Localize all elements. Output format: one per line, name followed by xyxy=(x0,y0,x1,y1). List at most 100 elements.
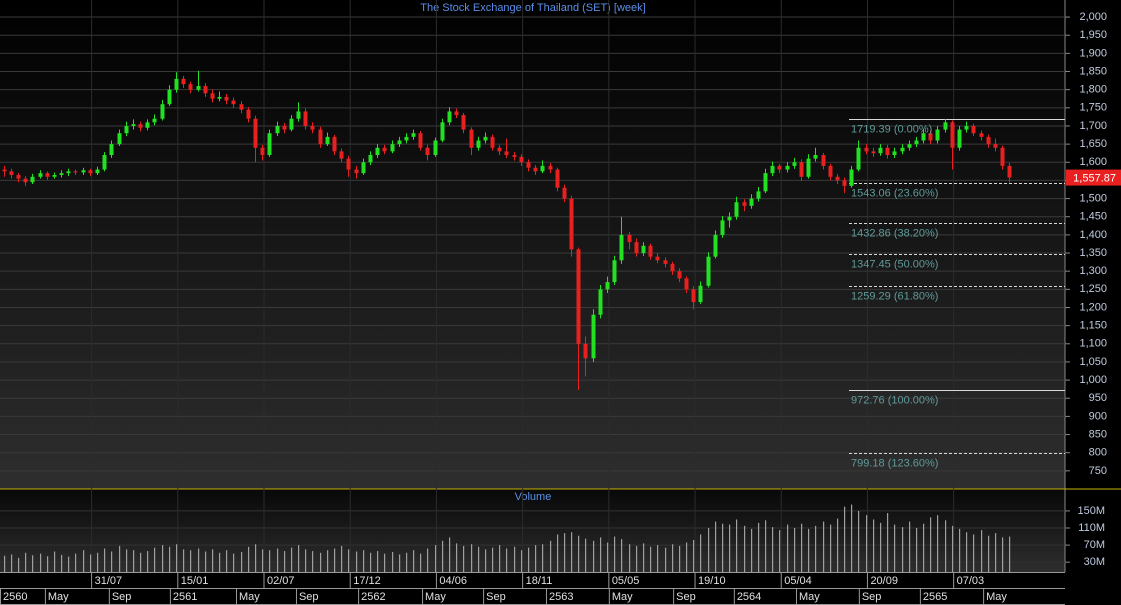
candle-body xyxy=(928,133,933,141)
volume-bar xyxy=(456,543,458,572)
candle-body xyxy=(397,140,402,145)
volume-bar xyxy=(765,520,767,572)
x-tick-label: 2565 xyxy=(923,591,947,603)
volume-bar xyxy=(392,551,394,572)
volume-bar xyxy=(111,551,113,572)
candle-body xyxy=(828,165,833,177)
y-tick-label: 750 xyxy=(1089,465,1107,477)
volume-bar xyxy=(499,545,501,572)
volume-bar xyxy=(126,549,128,572)
volume-bar xyxy=(435,545,437,572)
last-price-box xyxy=(1066,169,1121,186)
volume-bar xyxy=(32,555,34,572)
candle-body xyxy=(569,198,574,250)
volume-bar xyxy=(535,545,537,572)
volume-bar xyxy=(571,532,573,572)
volume-bar xyxy=(557,534,559,572)
candle-body xyxy=(950,122,955,148)
candle-body xyxy=(526,162,531,168)
volume-bar xyxy=(248,546,250,572)
candle-body xyxy=(160,104,165,119)
x-tick-label: 05/05 xyxy=(612,575,640,587)
candle-body xyxy=(555,169,560,188)
volume-bar xyxy=(930,517,932,572)
candle-body xyxy=(483,136,488,141)
candle-body xyxy=(770,165,775,174)
candle-body xyxy=(785,165,790,170)
candle-body xyxy=(871,151,876,154)
x-tick-label: Sep xyxy=(862,591,882,603)
y-tick-label: 1,050 xyxy=(1079,356,1107,368)
candle-body xyxy=(619,234,624,261)
volume-bar xyxy=(492,547,494,572)
candle-body xyxy=(504,151,509,156)
x-tick-label: 2564 xyxy=(737,591,761,603)
candle-body xyxy=(231,100,236,105)
candle-body xyxy=(864,147,869,152)
chart-title: The Stock Exchange of Thailand (SET) [we… xyxy=(420,2,645,14)
candle-body xyxy=(835,176,840,181)
volume-bar xyxy=(995,533,997,572)
x-tick-label: 2560 xyxy=(3,591,27,603)
x-tick-label: 31/07 xyxy=(95,575,123,587)
y-tick-label: 1,100 xyxy=(1079,338,1107,350)
candle-body xyxy=(361,162,366,174)
x-tick-label: May xyxy=(48,591,69,603)
candle-body xyxy=(935,129,940,141)
x-tick-label: Sep xyxy=(486,591,506,603)
y-tick-label: 900 xyxy=(1089,410,1107,422)
candle-body xyxy=(23,178,28,183)
fibonacci-label: 1719.39 (0.00%) xyxy=(851,123,932,135)
volume-bar xyxy=(25,552,27,572)
volume-bar xyxy=(801,523,803,572)
candle-body xyxy=(856,147,861,170)
volume-bar xyxy=(959,528,961,572)
volume-bar xyxy=(665,547,667,572)
volume-tick-label: 110M xyxy=(1078,522,1105,534)
candle-body xyxy=(167,89,172,105)
volume-bar xyxy=(119,545,121,572)
volume-bar xyxy=(97,552,99,572)
x-tick-label: 20/09 xyxy=(870,575,898,587)
volume-bar xyxy=(607,542,609,572)
candle-body xyxy=(540,165,545,172)
candle-body xyxy=(742,202,747,206)
candle-body xyxy=(404,136,409,141)
volume-bar xyxy=(744,525,746,572)
volume-bar xyxy=(18,557,20,572)
volume-bar xyxy=(937,515,939,572)
x-tick-label: Sep xyxy=(676,591,696,603)
volume-bar xyxy=(772,527,774,572)
volume-bar xyxy=(205,551,207,572)
candle-body xyxy=(447,111,452,123)
candle-body xyxy=(806,158,811,177)
y-tick-label: 1,500 xyxy=(1079,192,1107,204)
volume-bar xyxy=(758,522,760,572)
volume-bar xyxy=(564,533,566,572)
candle-body xyxy=(210,93,215,99)
volume-bar xyxy=(722,523,724,572)
candle-body xyxy=(986,136,991,145)
candle-body xyxy=(677,271,682,279)
volume-bar xyxy=(952,525,954,572)
volume-bar xyxy=(4,555,6,572)
candle-body xyxy=(346,158,351,170)
volume-bar xyxy=(40,553,42,572)
candle-body xyxy=(957,129,962,148)
candle-body xyxy=(885,147,890,156)
candle-body xyxy=(332,136,337,152)
price-panel xyxy=(0,0,1065,489)
candle-body xyxy=(282,125,287,130)
candle-body xyxy=(634,242,639,254)
x-tick-label: 02/07 xyxy=(267,575,295,587)
volume-bar xyxy=(787,524,789,572)
volume-bar xyxy=(377,551,379,572)
candle-body xyxy=(993,144,998,148)
volume-bar xyxy=(154,547,156,572)
volume-bar xyxy=(988,535,990,572)
y-tick-label: 1,850 xyxy=(1079,65,1107,77)
volume-bar xyxy=(320,552,322,572)
volume-bar xyxy=(269,550,271,572)
candle-body xyxy=(181,78,186,85)
y-tick-label: 1,200 xyxy=(1079,301,1107,313)
